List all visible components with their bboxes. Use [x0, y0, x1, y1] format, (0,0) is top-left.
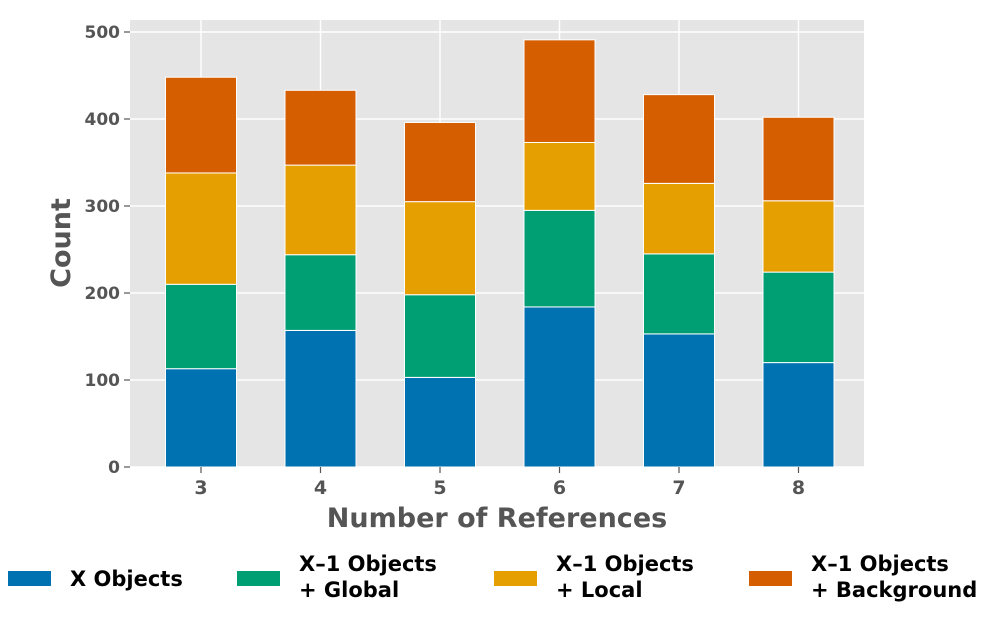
- bar-segment: [643, 333, 715, 468]
- x-axis-label: Number of References: [327, 503, 667, 534]
- y-tick-label: 0: [108, 458, 120, 478]
- bar-segment: [643, 253, 715, 335]
- x-tick-label: 3: [194, 477, 207, 499]
- bar-segment: [404, 376, 476, 468]
- y-tick-label: 200: [85, 284, 121, 304]
- legend-label: + Local: [556, 578, 643, 602]
- x-tick-label: 5: [433, 477, 446, 499]
- bar-segment: [404, 201, 476, 296]
- bar-segment: [165, 76, 237, 174]
- bar-segment: [762, 271, 835, 364]
- x-tick-label: 4: [314, 477, 327, 499]
- legend-label: X–1 Objects: [299, 552, 437, 576]
- bar-segment: [404, 294, 476, 378]
- plot-background: [130, 20, 864, 467]
- bar-segment: [523, 306, 596, 468]
- bar-segment: [165, 172, 237, 285]
- y-tick-label: 300: [85, 197, 121, 217]
- legend-label: + Global: [299, 578, 399, 602]
- bar-segment: [404, 121, 476, 203]
- legend-label: X Objects: [70, 567, 183, 591]
- x-tick-label: 8: [792, 477, 805, 499]
- legend-item: X–1 Objects+ Background: [749, 552, 977, 602]
- bar-segment: [523, 209, 596, 308]
- bars: [165, 39, 835, 468]
- legend-swatch: [494, 571, 537, 586]
- bar-segment: [643, 94, 715, 184]
- y-axis-label: Count: [46, 198, 77, 288]
- bar-segment: [284, 254, 357, 331]
- legend-label: X–1 Objects: [556, 552, 694, 576]
- legend-item: X Objects: [8, 567, 183, 591]
- bar-segment: [284, 89, 357, 166]
- x-axis-ticks: 3 4 5 6 7 8: [194, 467, 805, 499]
- y-tick-label: 100: [85, 371, 121, 391]
- bar-segment: [165, 368, 237, 468]
- legend-label: X–1 Objects: [811, 552, 949, 576]
- bar-segment: [762, 116, 835, 202]
- bar-segment: [762, 200, 835, 273]
- bar-segment: [165, 283, 237, 370]
- bar-segment: [762, 362, 835, 468]
- legend-swatch: [749, 571, 792, 586]
- y-tick-label: 400: [85, 110, 121, 130]
- bar-segment: [523, 141, 596, 211]
- legend-swatch: [8, 571, 51, 586]
- legend-item: X–1 Objects+ Local: [494, 552, 694, 602]
- bar-segment: [284, 329, 357, 468]
- x-tick-label: 7: [672, 477, 685, 499]
- bar-segment: [643, 182, 715, 255]
- bar-segment: [284, 164, 357, 256]
- x-tick-label: 6: [553, 477, 566, 499]
- legend-swatch: [237, 571, 280, 586]
- bar-segment: [523, 39, 596, 143]
- y-tick-label: 500: [85, 23, 121, 43]
- y-axis-ticks: 0 100 200 300 400 500: [85, 23, 130, 478]
- legend-label: + Background: [811, 578, 977, 602]
- legend-item: X–1 Objects+ Global: [237, 552, 437, 602]
